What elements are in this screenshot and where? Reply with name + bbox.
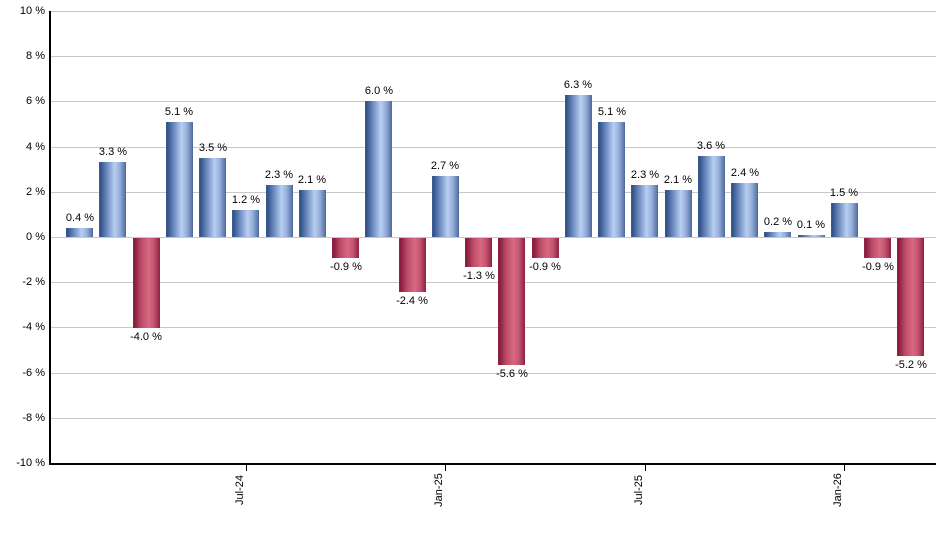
- bar-value-label: -2.4 %: [396, 295, 428, 307]
- negative-bar: [465, 238, 492, 267]
- positive-bar: [798, 235, 825, 237]
- negative-bar: [897, 238, 924, 356]
- positive-bar: [565, 95, 592, 237]
- positive-bar: [365, 101, 392, 237]
- x-axis-line: [49, 463, 936, 465]
- x-axis-tick: [645, 465, 646, 471]
- positive-bar: [299, 190, 326, 237]
- bar-value-label: -5.2 %: [895, 359, 927, 371]
- bar-value-label: 6.3 %: [563, 79, 593, 91]
- bar-value-label: 0.4 %: [65, 212, 95, 224]
- gridline: [49, 418, 936, 419]
- positive-bar: [764, 232, 791, 237]
- gridline: [49, 282, 936, 283]
- bar-value-label: 1.2 %: [231, 194, 261, 206]
- x-axis-tick: [246, 465, 247, 471]
- y-axis-tick-label: 4 %: [26, 141, 45, 153]
- gridline: [49, 56, 936, 57]
- bar-value-label: -0.9 %: [862, 261, 894, 273]
- positive-bar: [266, 185, 293, 237]
- y-axis-tick-label: -10 %: [16, 457, 45, 469]
- gridline: [49, 237, 936, 238]
- y-axis-tick-label: -2 %: [22, 276, 45, 288]
- gridline: [49, 11, 936, 12]
- bar-value-label: -0.9 %: [330, 261, 362, 273]
- bar-value-label: 3.3 %: [98, 146, 128, 158]
- bar-value-label: 5.1 %: [597, 106, 627, 118]
- y-axis-tick-label: -8 %: [22, 412, 45, 424]
- y-axis-tick-label: -6 %: [22, 367, 45, 379]
- negative-bar: [332, 238, 359, 258]
- gridline: [49, 327, 936, 328]
- positive-bar: [232, 210, 259, 237]
- positive-bar: [199, 158, 226, 237]
- positive-bar: [99, 162, 126, 237]
- negative-bar: [864, 238, 891, 258]
- negative-bar: [498, 238, 525, 365]
- x-axis-tick: [445, 465, 446, 471]
- y-axis-tick-label: 6 %: [26, 95, 45, 107]
- bar-value-label: 2.3 %: [264, 169, 294, 181]
- bar-value-label: 3.5 %: [198, 142, 228, 154]
- bar-value-label: 0.1 %: [796, 219, 826, 231]
- positive-bar: [66, 228, 93, 237]
- negative-bar: [532, 238, 559, 258]
- negative-bar: [133, 238, 160, 328]
- gridline: [49, 101, 936, 102]
- bar-value-label: 0.2 %: [763, 216, 793, 228]
- bar-value-label: 2.1 %: [297, 174, 327, 186]
- positive-bar: [631, 185, 658, 237]
- x-axis-tick-label: Jul-24: [234, 475, 246, 505]
- positive-bar: [432, 176, 459, 237]
- y-axis-tick-label: 0 %: [26, 231, 45, 243]
- y-axis-line: [49, 11, 51, 465]
- negative-bar: [399, 238, 426, 292]
- bar-value-label: 3.6 %: [696, 140, 726, 152]
- x-axis-tick-label: Jul-25: [633, 475, 645, 505]
- y-axis-tick-label: 8 %: [26, 50, 45, 62]
- positive-bar: [598, 122, 625, 237]
- bar-value-label: 1.5 %: [829, 187, 859, 199]
- bar-value-label: -0.9 %: [529, 261, 561, 273]
- positive-bar: [166, 122, 193, 237]
- bar-value-label: 2.1 %: [663, 174, 693, 186]
- x-axis-tick-label: Jan-25: [433, 473, 445, 507]
- bar-value-label: -4.0 %: [130, 331, 162, 343]
- bar-value-label: 2.4 %: [730, 167, 760, 179]
- bar-value-label: -5.6 %: [496, 368, 528, 380]
- positive-bar: [731, 183, 758, 237]
- bar-value-label: 5.1 %: [164, 106, 194, 118]
- bar-value-label: -1.3 %: [463, 270, 495, 282]
- positive-bar: [665, 190, 692, 237]
- x-axis-tick-label: Jan-26: [832, 473, 844, 507]
- gridline: [49, 373, 936, 374]
- y-axis-tick-label: 10 %: [19, 5, 45, 17]
- bar-value-label: 2.7 %: [430, 160, 460, 172]
- x-axis-tick: [844, 465, 845, 471]
- gridline: [49, 147, 936, 148]
- gridline: [49, 192, 936, 193]
- y-axis-tick-label: 2 %: [26, 186, 45, 198]
- bar-value-label: 2.3 %: [630, 169, 660, 181]
- bar-value-label: 6.0 %: [364, 85, 394, 97]
- y-axis-tick-label: -4 %: [22, 321, 45, 333]
- positive-bar: [831, 203, 858, 237]
- positive-bar: [698, 156, 725, 237]
